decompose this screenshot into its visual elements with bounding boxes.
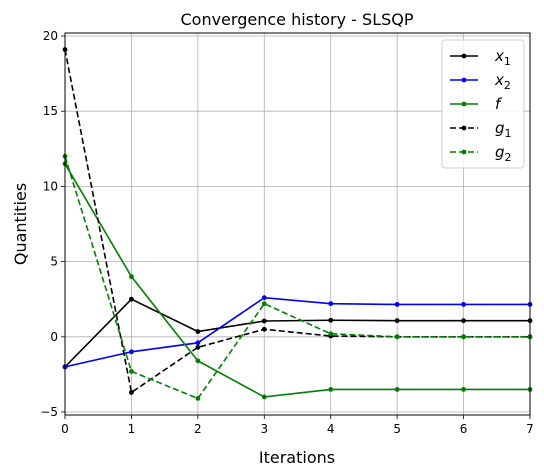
series-line-x1 (64, 298, 530, 368)
data-point-g2 (129, 368, 134, 374)
data-point-f (461, 387, 466, 392)
y-tick-label: −5 (40, 405, 58, 419)
legend-label-f: f (495, 95, 503, 113)
series-line-f (64, 163, 530, 398)
x-tick-label: 1 (128, 422, 136, 436)
data-point-x2 (129, 349, 134, 355)
x-axis-label: Iterations (259, 448, 335, 467)
legend-marker-g1 (461, 125, 467, 131)
data-point-g1 (261, 326, 267, 332)
legend-marker-f (461, 101, 467, 107)
data-point-x2 (261, 295, 267, 301)
data-point-x1 (461, 318, 466, 324)
series-layer (62, 47, 533, 401)
data-point-f (394, 387, 400, 392)
x-tick-label: 4 (327, 422, 335, 436)
data-point-g1 (195, 344, 201, 350)
series-line-g2 (64, 156, 530, 400)
data-point-g2 (394, 334, 400, 340)
x-tick-label: 3 (260, 422, 268, 436)
y-axis-label: Quantities (11, 183, 30, 265)
data-point-x2 (328, 301, 334, 307)
plot-frame (64, 32, 531, 416)
data-point-x1 (328, 317, 334, 323)
data-point-g2 (261, 301, 267, 307)
data-point-x1 (195, 329, 201, 334)
data-point-f (328, 387, 334, 392)
x-tick-label: 5 (393, 422, 401, 436)
data-point-f (261, 394, 267, 400)
x-tick-label: 7 (526, 422, 534, 436)
y-tick-label: 0 (50, 330, 58, 344)
data-point-x1 (261, 318, 267, 324)
x-tick-label: 2 (194, 422, 202, 436)
data-point-g1 (129, 390, 134, 395)
x-tick-label: 6 (460, 422, 468, 436)
data-point-g2 (328, 331, 334, 337)
y-tick-label: 20 (43, 29, 58, 43)
data-point-x2 (195, 340, 201, 346)
data-point-g2 (461, 334, 466, 340)
legend-marker-x1 (461, 53, 467, 59)
y-tick-label: 10 (43, 179, 58, 193)
series-line-x2 (64, 296, 530, 368)
data-point-x2 (461, 302, 466, 307)
legend-marker-x2 (461, 77, 467, 83)
data-point-x1 (129, 296, 134, 302)
data-point-g2 (195, 396, 201, 401)
data-point-x1 (394, 318, 400, 324)
data-point-x2 (394, 302, 400, 307)
chart-title: Convergence history - SLSQP (180, 10, 413, 29)
legend-marker-g2 (461, 149, 467, 155)
y-tick-label: 5 (50, 255, 58, 269)
data-point-f (129, 274, 134, 280)
y-tick-label: 15 (43, 104, 58, 118)
legend-box (441, 39, 525, 169)
x-tick-label: 0 (61, 422, 69, 436)
data-point-f (195, 358, 201, 364)
